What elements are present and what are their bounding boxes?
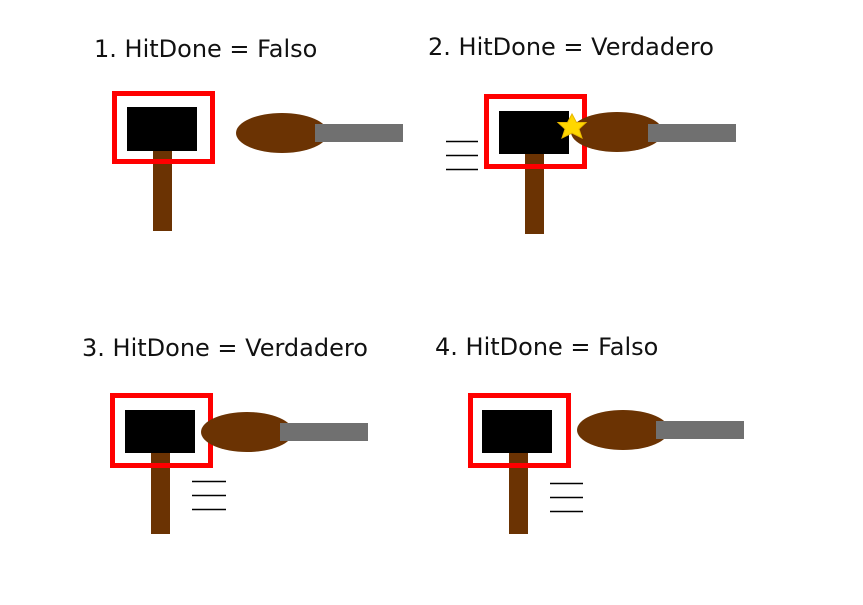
selection-frame: [468, 393, 571, 468]
panel-2: [446, 94, 736, 234]
hand: [201, 412, 293, 452]
hammer-handle: [153, 150, 172, 231]
motion-lines: [446, 140, 478, 171]
hand: [236, 113, 328, 153]
hammer-handle: [151, 452, 170, 534]
panel-2-caption: 2. HitDone = Verdadero: [428, 33, 714, 61]
hammer-head: [125, 410, 195, 453]
arm: [648, 124, 736, 142]
panel-1-caption: 1. HitDone = Falso: [94, 35, 318, 63]
selection-frame: [112, 91, 215, 164]
hand: [571, 112, 663, 152]
impact-star-icon: [556, 112, 588, 139]
hammer-head: [482, 410, 552, 453]
arm: [280, 423, 368, 441]
panel-1: [112, 91, 403, 231]
hand: [577, 410, 669, 450]
panel-4: [468, 393, 744, 534]
hammer-head: [499, 111, 569, 154]
motion-lines: [550, 482, 583, 513]
panel-4-caption: 4. HitDone = Falso: [435, 333, 659, 361]
hammer-handle: [509, 452, 528, 534]
panel-3-caption: 3. HitDone = Verdadero: [82, 334, 368, 362]
hammer-head: [127, 107, 197, 151]
arm: [315, 124, 403, 142]
arm: [656, 421, 744, 439]
panel-3: [110, 393, 368, 534]
motion-lines: [192, 480, 226, 511]
hammer-handle: [525, 152, 544, 234]
